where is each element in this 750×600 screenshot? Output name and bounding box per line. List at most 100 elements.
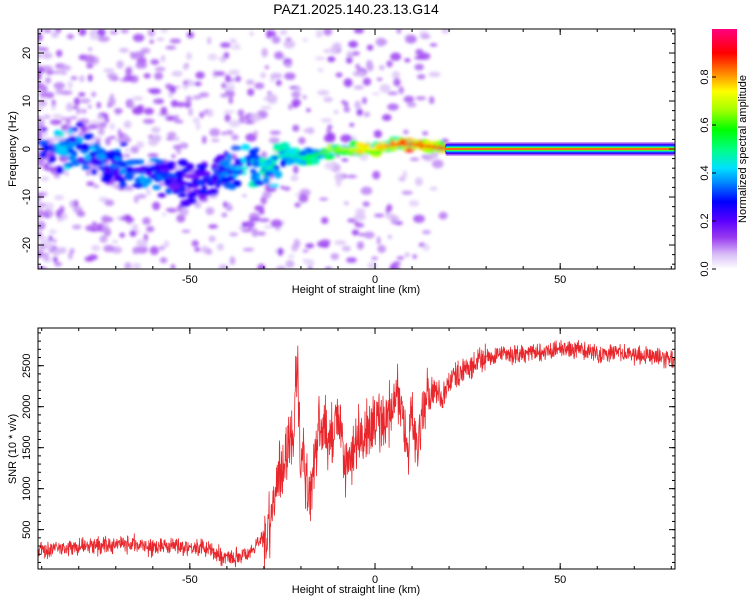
x-tick-label: 0 <box>372 574 378 586</box>
spectrogram-noise-blob <box>362 77 372 86</box>
spectrogram-noise-blob <box>257 263 266 269</box>
spectrogram-ridge-blob <box>271 168 277 174</box>
spectrogram-ridge-blob <box>159 164 169 169</box>
spectrogram-noise-blob <box>355 208 366 213</box>
spectrogram-noise-blob <box>114 108 123 114</box>
spectrogram-noise-blob <box>45 77 51 84</box>
x-tick-label: -50 <box>182 574 198 586</box>
spectrogram-noise-blob <box>79 75 85 83</box>
spectrogram-noise-blob <box>323 49 330 53</box>
spectrogram-noise-blob <box>143 107 154 115</box>
spectrogram-noise-blob <box>373 130 383 138</box>
spectrogram-noise-blob <box>208 224 219 229</box>
spectrogram-noise-blob <box>319 239 331 245</box>
spectrogram-noise-blob <box>224 113 231 123</box>
spectrogram-noise-blob <box>270 219 283 228</box>
spectrogram-noise-blob <box>96 115 105 120</box>
spectrogram-noise-blob <box>429 43 438 47</box>
spectrogram-ridge-blob <box>171 190 180 194</box>
spectrogram-noise-blob <box>51 103 56 111</box>
spectrogram-noise-blob <box>132 262 141 269</box>
spectrogram-noise-blob <box>129 51 136 57</box>
spectrogram-noise-blob <box>321 217 329 224</box>
spectrogram-ridge-blob <box>80 143 91 152</box>
spectrogram-noise-blob <box>123 154 131 158</box>
spectrogram-noise-blob <box>275 226 281 231</box>
spectrogram-noise-blob <box>302 249 309 253</box>
colorbar-tick-label: 0.8 <box>699 69 711 84</box>
spectrogram-noise-blob <box>60 90 73 95</box>
spectrogram-noise-blob <box>91 91 97 98</box>
spectrogram-noise-blob <box>330 253 340 260</box>
spectrogram-ridge-blob <box>39 140 47 145</box>
spectrogram-noise-blob <box>387 91 399 96</box>
spectrogram-noise-blob <box>172 144 182 150</box>
colorbar-ticks: 0.0 0.2 0.4 0.6 0.8 <box>699 69 716 277</box>
spectrogram-ridge-blob <box>272 155 279 160</box>
spectrogram-ridge-blob <box>124 159 137 166</box>
spectrogram-noise-blob <box>109 93 114 101</box>
spectrogram-ridge-blob <box>263 161 272 168</box>
spectrogram-ridge-blob <box>251 159 261 168</box>
y-tick-label: 1000 <box>21 476 33 500</box>
spectrogram-noise-blob <box>38 163 43 169</box>
spectrogram-noise-blob <box>188 108 193 117</box>
spectrogram-noise-blob <box>69 248 75 254</box>
spectrogram-noise-blob <box>164 240 170 245</box>
spectrogram-ridge-blob <box>178 181 189 186</box>
spectrogram-noise-blob <box>387 103 399 111</box>
spectrogram-noise-blob <box>317 90 330 96</box>
spectrogram-noise-blob <box>373 213 385 218</box>
spectrogram-ridge-blob <box>84 154 91 161</box>
spectrogram-noise-blob <box>158 182 167 186</box>
spectrogram-noise-blob <box>47 242 53 252</box>
spectrogram-noise-blob <box>334 240 347 246</box>
spectrogram-noise-blob <box>125 67 132 76</box>
spectrogram-noise-blob <box>275 79 282 86</box>
spectrogram-ridge-blob <box>67 155 77 162</box>
spectrogram-noise-blob <box>96 29 106 37</box>
spectrogram-ridge-core <box>241 166 248 171</box>
spectrogram-noise-blob <box>291 91 301 99</box>
spectrogram-noise-blob <box>133 195 139 204</box>
spectrogram-noise-blob <box>124 214 132 221</box>
spectrogram-ridge-blob <box>175 171 184 180</box>
spectrogram-ridge-blob <box>301 160 307 166</box>
spectrogram-noise-blob <box>229 256 236 265</box>
spectrogram-noise-blob <box>160 29 168 33</box>
spectrogram-noise-blob <box>253 130 258 137</box>
spectrogram-noise-blob <box>65 102 74 112</box>
spectrogram-ridge-core <box>413 142 420 147</box>
spectrogram-noise-blob <box>108 136 117 140</box>
spectrogram-noise-blob <box>123 120 132 129</box>
spectrogram-ridge-blob <box>263 172 275 177</box>
spectrogram-ridge-core <box>419 143 426 148</box>
spectrogram-ridge-blob <box>40 127 48 132</box>
spectrogram-noise-blob <box>422 230 431 235</box>
spectrogram-noise-blob <box>194 81 202 86</box>
spectrogram-noise-blob <box>96 101 102 109</box>
spectrogram-noise-blob <box>324 162 336 170</box>
spectrogram-noise-blob <box>78 29 87 36</box>
spectrogram-noise-blob <box>46 70 54 75</box>
spectrogram-ridge-core <box>383 143 391 148</box>
spectrogram-noise-blob <box>154 99 159 105</box>
spectrogram-ridge-blob <box>90 159 103 166</box>
spectrogram-ridge-blob <box>287 147 298 156</box>
spectrogram-noise-blob <box>154 72 164 80</box>
spectrogram-noise-blob <box>390 215 400 222</box>
spectrogram-ridge-core <box>282 152 290 157</box>
spectrogram-noise-blob <box>76 106 81 115</box>
spectrogram-noise-blob <box>319 197 329 201</box>
spectrogram-ridge-blob <box>139 165 147 170</box>
spectrogram-noise-blob <box>90 120 101 126</box>
spectrogram-ridge-blob <box>68 137 78 143</box>
spectrogram-noise-blob <box>192 117 200 124</box>
spectrogram-noise-blob <box>376 236 381 245</box>
spectrogram-noise-blob <box>54 195 64 201</box>
spectrogram-ridge-blob <box>179 203 190 208</box>
spectrogram-noise-blob <box>160 106 168 116</box>
spectrogram-noise-blob <box>343 101 349 108</box>
spectrogram-ridge-blob <box>55 166 64 175</box>
spectrogram-noise-blob <box>254 82 265 90</box>
